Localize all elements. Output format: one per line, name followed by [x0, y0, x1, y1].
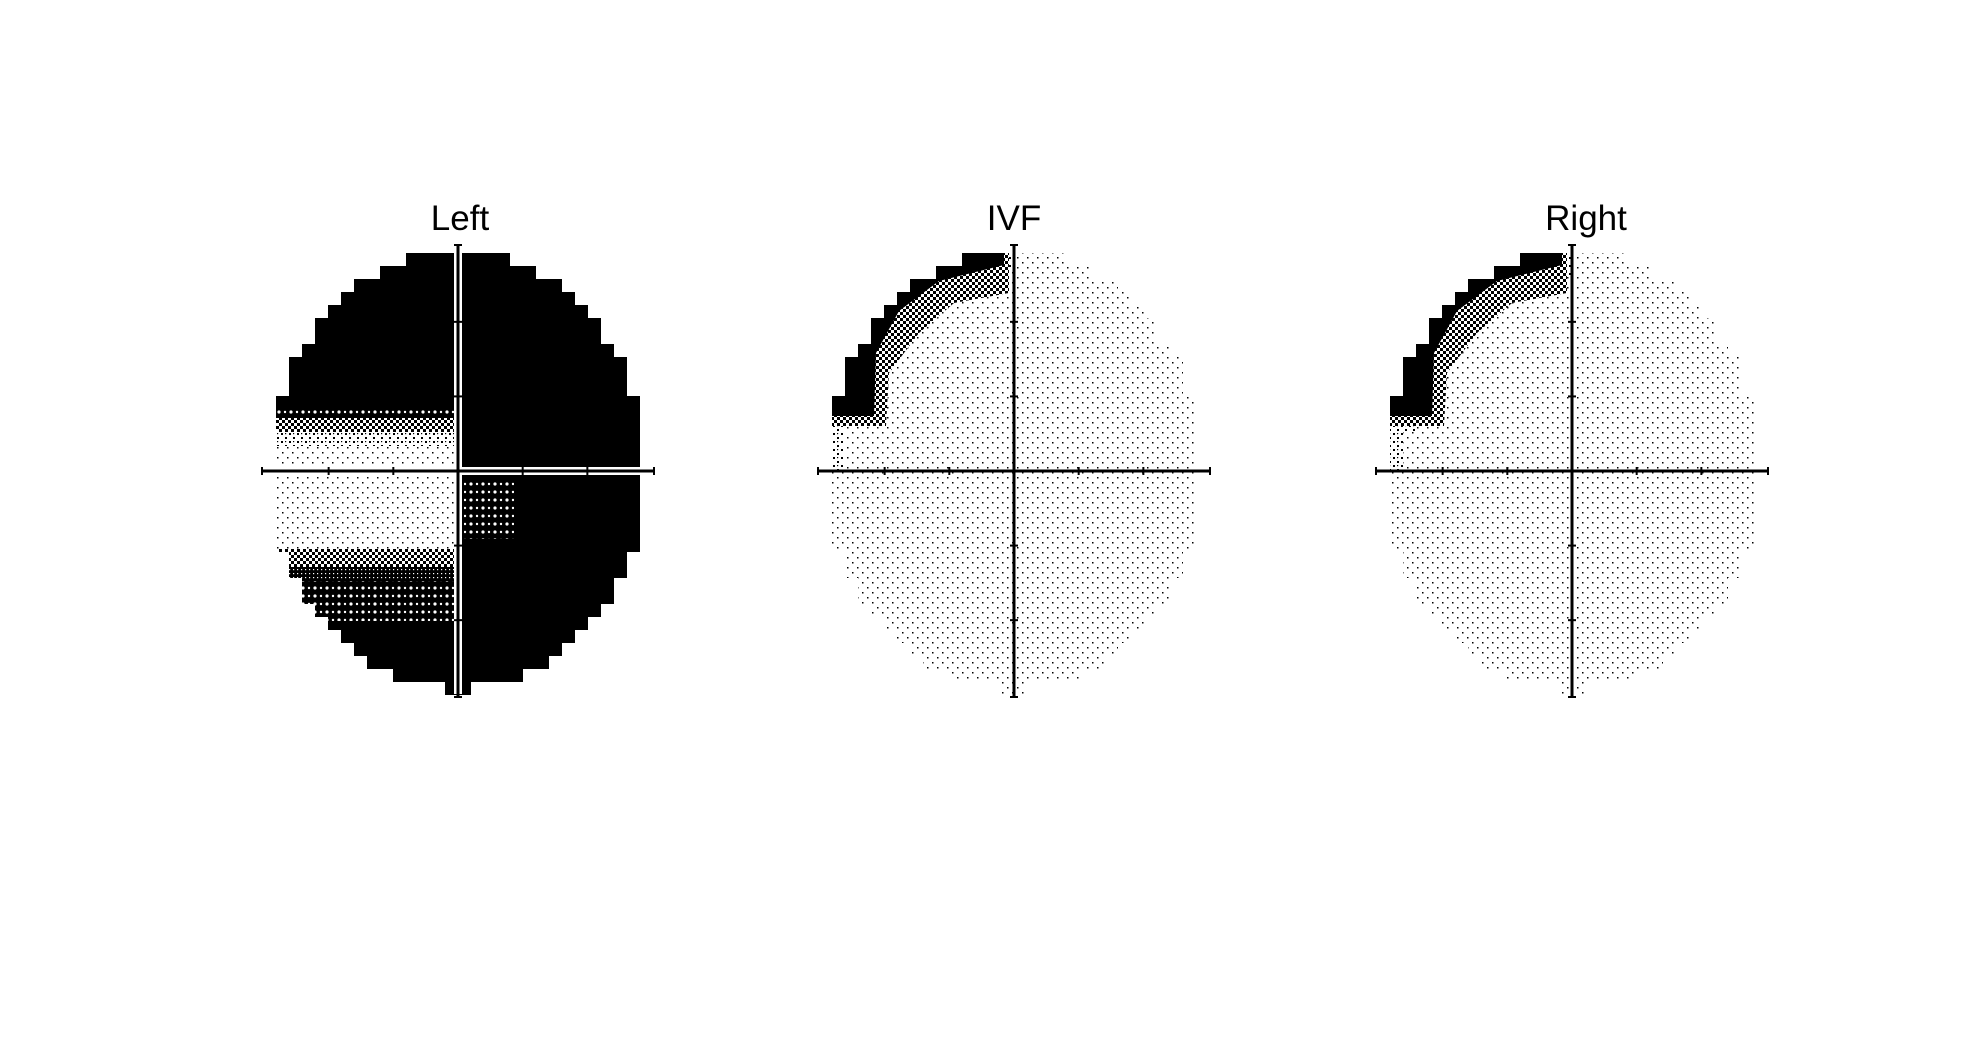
- lower-left-swirl: [276, 581, 458, 621]
- panel-title-ivf: IVF: [986, 199, 1042, 238]
- visual-field-panel-left: [260, 244, 656, 698]
- upper-left-gradient-inner: [1403, 275, 1572, 471]
- visual-field-panel-right: [1375, 244, 1769, 698]
- upper-left-gradient-inner: [845, 271, 1014, 471]
- upper-right-defect: [458, 253, 640, 471]
- lower-left-band: [276, 567, 458, 581]
- visual-field-panel-ivf: [817, 244, 1211, 698]
- panels-layer: [260, 244, 1769, 698]
- lower-right-patch: [464, 479, 514, 539]
- panel-title-left: Left: [430, 199, 490, 238]
- panel-title-right: Right: [1545, 199, 1627, 238]
- lower-left-defect: [276, 621, 458, 695]
- lower-left-gradient: [276, 549, 458, 567]
- upper-left-band: [276, 406, 458, 418]
- upper-left-gradient-2: [276, 432, 458, 446]
- upper-left-defect: [276, 253, 458, 406]
- upper-left-gradient: [276, 418, 458, 432]
